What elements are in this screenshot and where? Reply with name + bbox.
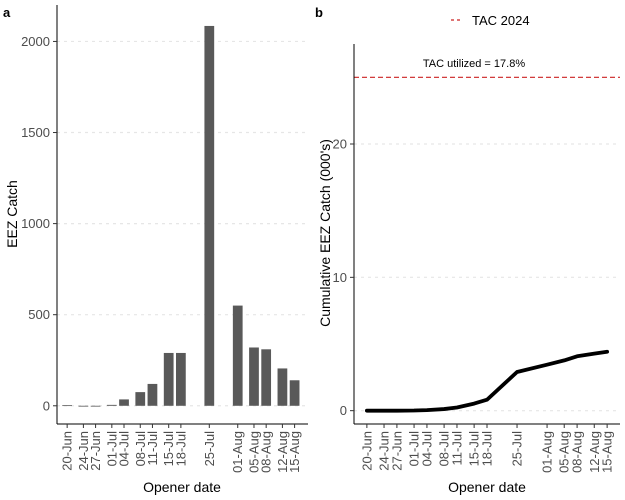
bar-11-jul xyxy=(147,383,158,406)
legend-label-tac: TAC 2024 xyxy=(472,13,530,28)
legend: TAC 2024 xyxy=(451,13,530,28)
panel-a-x-tick-label-08-jul: 08-Jul xyxy=(133,431,148,467)
panel-b-x-tick-label-15-jul: 15-Jul xyxy=(467,431,482,467)
panel-b-x-tick-label-20-jun: 20-Jun xyxy=(359,431,374,471)
bar-24-jun xyxy=(78,405,89,407)
panel-b-y-tick-label-0: 0 xyxy=(340,403,347,418)
panel-b-x-tick-label-12-aug: 12-Aug xyxy=(587,431,602,473)
panel-a-x-tick-label-20-jun: 20-Jun xyxy=(60,431,75,471)
bar-27-jun xyxy=(90,405,101,407)
panel-a-x-tick-label-01-aug: 01-Aug xyxy=(230,431,245,473)
bar-12-aug xyxy=(277,368,288,406)
panel-b-x-axis-label: Opener date xyxy=(448,479,526,495)
panel-a-x-tick-label-04-jul: 04-Jul xyxy=(117,431,132,467)
panel-b-x-tick-label-27-jun: 27-Jun xyxy=(389,431,404,471)
panel-a-x-tick-label-05-aug: 05-Aug xyxy=(246,431,261,473)
panel-a-x-tick-label-15-jul: 15-Jul xyxy=(161,431,176,467)
panel-b-y-ticks: 0 10 20 xyxy=(333,137,354,418)
panel-b-x-tick-label-08-aug: 08-Aug xyxy=(570,431,585,473)
panel-b-x-tick-label-01-jul: 01-Jul xyxy=(407,431,422,467)
bar-15-aug xyxy=(289,380,300,406)
panel-b-x-tick-label-24-jun: 24-Jun xyxy=(377,431,392,471)
panel-a-x-tick-label-01-jul: 01-Jul xyxy=(104,431,119,467)
panel-a-tag: a xyxy=(3,5,11,20)
bar-18-jul xyxy=(176,352,186,406)
panel-a-x-tick-label-18-jul: 18-Jul xyxy=(173,431,188,467)
panel-a-x-tick-label-25-jul: 25-Jul xyxy=(202,431,217,467)
panel-b-gridlines xyxy=(354,143,620,412)
panel-a-x-axis-label: Opener date xyxy=(143,479,221,495)
panel-b-tag: b xyxy=(315,5,323,20)
panel-b-x-tick-label-18-jul: 18-Jul xyxy=(480,431,495,467)
panel-a-bars xyxy=(62,25,300,407)
panel-b-x-tick-label-11-jul: 11-Jul xyxy=(449,431,464,466)
bar-04-jul xyxy=(119,399,129,406)
bar-01-aug xyxy=(232,305,243,406)
panel-b-y-tick-label-10: 10 xyxy=(333,270,347,285)
panel-a-y-tick-label-500: 500 xyxy=(28,307,50,322)
bar-15-jul xyxy=(163,352,174,406)
bar-05-aug xyxy=(249,347,259,406)
panel-a-x-tick-label-24-jun: 24-Jun xyxy=(76,431,91,471)
panel-a-x-tick-label-15-aug: 15-Aug xyxy=(287,431,302,473)
panel-a-x-tick-label-12-aug: 12-Aug xyxy=(275,431,290,473)
panel-a-y-tick-label-0: 0 xyxy=(43,398,50,413)
panel-a-x-tick-label-27-jun: 27-Jun xyxy=(88,431,103,471)
panel-b-line-chart: b TAC 2024 TAC utilized = 17.8% 0 10 20 20… xyxy=(315,5,620,495)
panel-a-y-tick-label-1500: 1500 xyxy=(21,125,50,140)
panel-b-x-tick-label-04-jul: 04-Jul xyxy=(419,431,434,467)
panel-b-x-tick-label-25-jul: 25-Jul xyxy=(510,431,525,467)
cumulative-catch-line xyxy=(364,349,610,413)
panel-b-x-tick-label-15-aug: 15-Aug xyxy=(600,431,615,473)
panel-a-x-tick-label-08-aug: 08-Aug xyxy=(259,431,274,473)
panel-a-y-tick-label-2000: 2000 xyxy=(21,34,50,49)
panel-b-y-axis-label: Cumulative EEZ Catch (000's) xyxy=(317,139,333,327)
panel-a-x-tick-label-11-jul: 11-Jul xyxy=(145,431,160,466)
bar-08-aug xyxy=(261,349,272,406)
panel-b-x-tick-label-01-aug: 01-Aug xyxy=(540,431,555,473)
panel-b-y-tick-label-20: 20 xyxy=(333,137,347,152)
panel-a-y-axis-label: EEZ Catch xyxy=(4,180,20,248)
bar-08-jul xyxy=(135,392,146,406)
panel-a-y-ticks: 0 500 1000 1500 2000 xyxy=(21,34,57,413)
panel-b-x-tick-label-08-jul: 08-Jul xyxy=(437,431,452,467)
bar-01-jul xyxy=(106,404,117,406)
bar-25-jul xyxy=(204,25,215,406)
tac-utilized-annotation: TAC utilized = 17.8% xyxy=(423,58,525,70)
panel-b-x-tick-label-05-aug: 05-Aug xyxy=(557,431,572,473)
bar-20-jun xyxy=(62,405,73,407)
panel-a-y-tick-label-1000: 1000 xyxy=(21,216,50,231)
